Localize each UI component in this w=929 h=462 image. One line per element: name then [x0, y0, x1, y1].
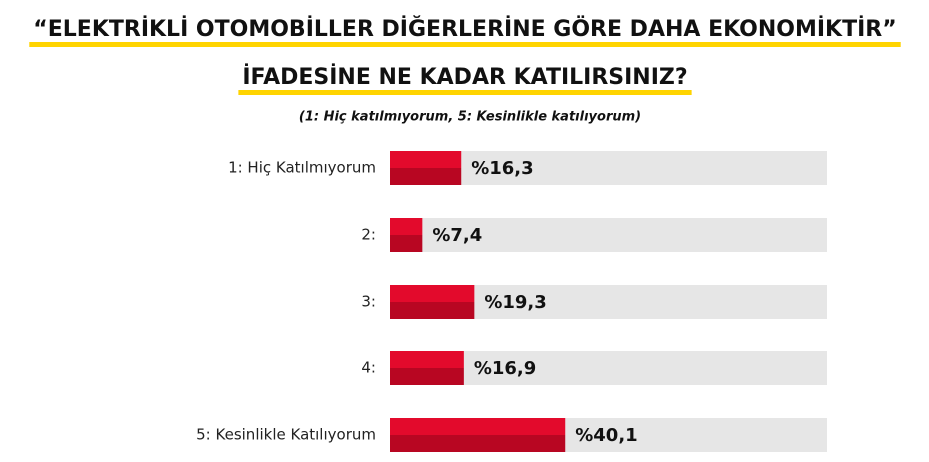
category-label: 2: — [361, 226, 376, 244]
category-label: 1: Hiç Katılmıyorum — [228, 159, 376, 177]
chart-subtitle: (1: Hiç katılmıyorum, 5: Kesinlikle katı… — [299, 110, 641, 125]
bar — [390, 351, 464, 385]
title-underline — [238, 90, 692, 95]
bar — [390, 218, 423, 252]
value-label: %7,4 — [432, 225, 482, 246]
value-label: %19,3 — [484, 292, 546, 313]
bar — [390, 285, 475, 319]
value-label: %16,9 — [474, 358, 536, 379]
chart-title: “ELEKTRİKLİ OTOMOBİLLER DİĞERLERİNE GÖRE… — [33, 16, 896, 42]
bar — [390, 151, 462, 185]
value-label: %16,3 — [471, 158, 533, 179]
category-label: 4: — [361, 359, 376, 377]
bar-track — [390, 151, 827, 185]
chart-title: İFADESİNE NE KADAR KATILIRSINIZ? — [242, 64, 687, 90]
value-label: %40,1 — [575, 425, 637, 446]
category-label: 3: — [361, 293, 376, 311]
category-label: 5: Kesinlikle Katılıyorum — [196, 426, 376, 444]
bar — [390, 418, 566, 452]
bar-track — [390, 218, 827, 252]
title-underline — [29, 42, 901, 47]
